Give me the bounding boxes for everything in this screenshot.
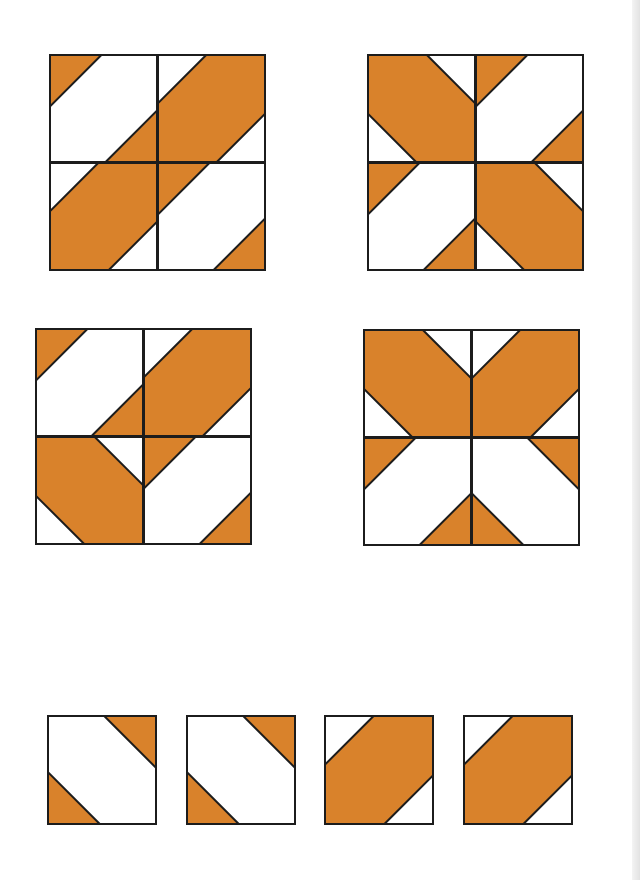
block-unit — [35, 328, 144, 437]
unit-outline — [475, 162, 584, 271]
quilt-block-zigzag — [35, 328, 252, 545]
quilt-block-diagonal-band — [367, 54, 584, 271]
unit-outline — [47, 715, 157, 825]
unit-outline — [324, 715, 434, 825]
sheet-edge-shadow — [632, 0, 640, 880]
unit-outline — [471, 437, 580, 546]
block-unit — [157, 162, 266, 271]
unit-outline — [157, 162, 266, 271]
single-unit-corners — [47, 715, 157, 825]
unit-outline — [186, 715, 296, 825]
block-unit — [367, 162, 476, 271]
block-unit — [471, 437, 580, 546]
single-unit-band — [463, 715, 573, 825]
unit-outline — [143, 436, 252, 545]
block-unit — [475, 162, 584, 271]
block-unit — [471, 329, 580, 438]
single-units-row — [47, 715, 573, 825]
unit-outline — [463, 715, 573, 825]
block-unit — [49, 54, 158, 163]
block-unit — [143, 328, 252, 437]
quilt-block-pinwheel-variation — [49, 54, 266, 271]
block-unit — [363, 329, 472, 438]
block-unit — [367, 54, 476, 163]
block-unit — [475, 54, 584, 163]
block-unit — [49, 162, 158, 271]
block-unit — [363, 437, 472, 546]
single-unit-band — [324, 715, 434, 825]
block-unit — [35, 436, 144, 545]
block-unit — [157, 54, 266, 163]
quilt-blocks — [35, 54, 584, 546]
quilt-block-chevron-v — [363, 329, 580, 546]
single-unit-corners — [186, 715, 296, 825]
block-unit — [143, 436, 252, 545]
